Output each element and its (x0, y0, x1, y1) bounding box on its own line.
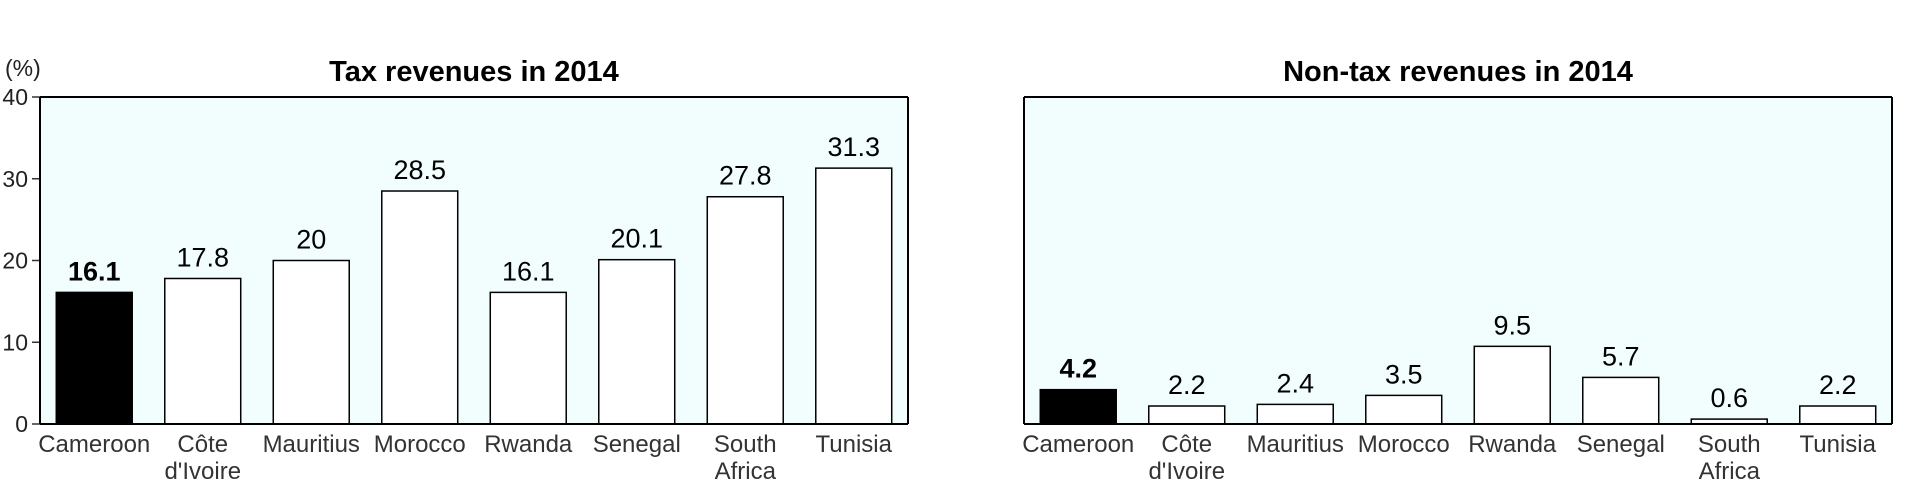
data-label-morocco: 3.5 (1385, 359, 1423, 389)
bar-series (55, 167, 893, 425)
data-label-mauritius: 2.4 (1276, 368, 1314, 398)
category-label-senegal: Senegal (1577, 431, 1665, 458)
data-label-south-africa: 27.8 (719, 161, 772, 191)
bar-mauritius (272, 259, 350, 425)
y-tick-label: 20 (2, 248, 28, 274)
category-label-south-africa: South Africa (1698, 431, 1761, 480)
y-axis-unit-label: (%) (5, 55, 41, 81)
y-tick-label: 10 (2, 329, 28, 355)
data-label-cote-d-ivoire: 2.2 (1168, 370, 1206, 400)
category-label-cote-d-ivoire: Côte d'Ivoire (164, 431, 241, 480)
category-labels: Cameroon Côte d'Ivoire Mauritius Morocco Rwan… (38, 431, 892, 480)
plot-frame (1023, 96, 1893, 425)
category-label-tunisia: Tunisia (816, 431, 893, 458)
bar-rwanda (1473, 345, 1551, 425)
category-labels: Cameroon Côte d'Ivoire Mauritius Morocco Rwan… (1022, 431, 1876, 480)
data-label-tunisia: 31.3 (827, 132, 880, 162)
category-label-rwanda: Rwanda (484, 431, 573, 458)
category-label-south-africa: South Africa (714, 431, 777, 480)
y-tick-label: 40 (2, 84, 28, 110)
data-label-cote-d-ivoire: 17.8 (176, 242, 229, 272)
bar-tunisia (1799, 405, 1877, 425)
data-label-mauritius: 20 (296, 225, 326, 255)
non-tax-revenues-panel: Non-tax revenues in 2014 4.2 2.2 2.4 3.5 9.5… (1022, 56, 1893, 480)
bar-cameroon (55, 291, 133, 425)
data-label-morocco: 28.5 (393, 155, 446, 185)
bar-mauritius (1256, 403, 1334, 425)
category-label-cote-d-ivoire: Côte d'Ivoire (1148, 431, 1225, 480)
bar-morocco (381, 190, 459, 425)
data-labels: 16.1 17.8 20 28.5 16.1 20.1 27.8 31.3 (68, 132, 880, 286)
bar-cote-d-ivoire (164, 277, 242, 425)
bar-senegal (598, 258, 676, 425)
data-label-senegal: 20.1 (610, 224, 663, 254)
y-tick-label: 30 (2, 166, 28, 192)
bar-rwanda (489, 291, 567, 425)
category-label-morocco: Morocco (374, 431, 466, 458)
plot-area (1024, 97, 1892, 424)
chart-title: Non-tax revenues in 2014 (1283, 56, 1633, 88)
chart-title: Tax revenues in 2014 (329, 56, 619, 88)
bar-morocco (1365, 394, 1443, 425)
plot-frame (39, 96, 909, 425)
category-label-mauritius: Mauritius (263, 431, 360, 458)
bar-series (1039, 345, 1877, 425)
category-label-senegal: Senegal (593, 431, 681, 458)
data-label-cameroon: 4.2 (1059, 354, 1097, 384)
bar-cameroon (1039, 388, 1117, 425)
category-label-morocco: Morocco (1358, 431, 1450, 458)
bar-tunisia (815, 167, 893, 425)
data-labels: 4.2 2.2 2.4 3.5 9.5 5.7 0.6 2.2 (1059, 310, 1856, 413)
category-label-tunisia: Tunisia (1800, 431, 1877, 458)
data-label-cameroon: 16.1 (68, 256, 121, 286)
data-label-senegal: 5.7 (1602, 341, 1640, 371)
y-tick-label: 0 (15, 411, 28, 437)
data-label-rwanda: 9.5 (1493, 310, 1531, 340)
bar-south-africa (706, 195, 784, 425)
category-label-cameroon: Cameroon (38, 431, 150, 458)
data-label-south-africa: 0.6 (1710, 383, 1748, 413)
category-label-cameroon: Cameroon (1022, 431, 1134, 458)
data-label-rwanda: 16.1 (502, 256, 555, 286)
category-label-mauritius: Mauritius (1247, 431, 1344, 458)
bar-senegal (1582, 376, 1660, 425)
category-label-rwanda: Rwanda (1468, 431, 1557, 458)
y-axis: 0 10 20 30 40 (2, 84, 40, 437)
data-label-tunisia: 2.2 (1819, 370, 1857, 400)
bar-cote-d-ivoire (1148, 405, 1226, 425)
